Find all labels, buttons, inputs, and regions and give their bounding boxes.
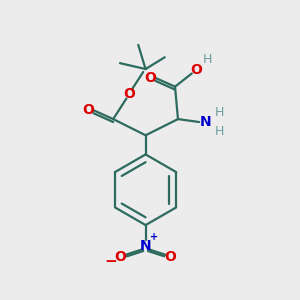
Text: O: O (82, 103, 94, 117)
Text: O: O (144, 71, 156, 85)
Text: O: O (115, 250, 127, 264)
Text: O: O (165, 250, 176, 264)
Text: −: − (105, 254, 118, 269)
Text: H: H (215, 106, 224, 119)
Text: H: H (215, 125, 224, 138)
Text: N: N (140, 239, 152, 253)
Text: +: + (150, 232, 158, 242)
Text: H: H (203, 53, 212, 66)
Text: O: O (124, 87, 135, 101)
Text: O: O (190, 64, 202, 77)
Text: N: N (200, 115, 212, 129)
